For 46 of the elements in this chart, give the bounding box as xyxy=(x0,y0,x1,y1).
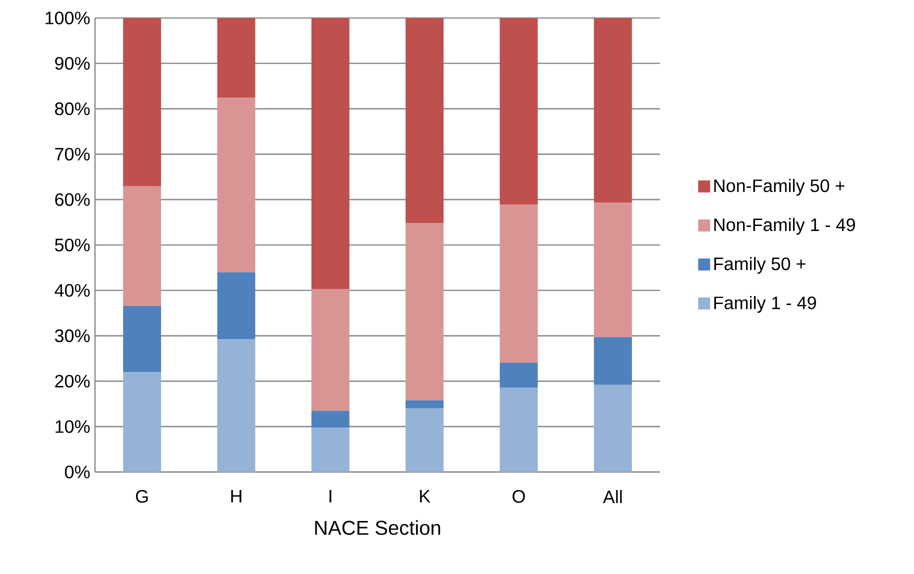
y-tick-label: 80% xyxy=(55,102,90,116)
bar xyxy=(217,97,256,272)
y-tick-label: 90% xyxy=(55,57,90,70)
y-tick-label: 30% xyxy=(54,329,90,342)
bar xyxy=(123,186,162,306)
y-tick-label: 0% xyxy=(64,466,90,478)
x-axis-title: NACE Section xyxy=(315,520,440,535)
bar xyxy=(311,427,350,472)
bar xyxy=(217,18,256,98)
x-tick-label: I xyxy=(330,490,332,502)
bar xyxy=(217,272,256,339)
x-tick-label: O xyxy=(512,490,525,503)
bar xyxy=(311,289,350,411)
bar xyxy=(500,362,538,388)
y-tick-label: 20% xyxy=(55,374,90,388)
bar xyxy=(123,306,162,372)
y-tick-label: 70% xyxy=(55,148,90,161)
bar xyxy=(406,400,444,408)
x-tick-label: K xyxy=(420,490,430,502)
bar xyxy=(123,18,162,186)
bar xyxy=(406,408,444,472)
legend-label: Non-Family 1 - 49 xyxy=(714,218,855,235)
bar xyxy=(594,337,632,385)
y-tick-label: 10% xyxy=(56,420,90,433)
bar xyxy=(500,204,538,363)
y-tick-label: 40% xyxy=(54,284,90,297)
legend-label: Non-Family 50 + xyxy=(714,178,844,196)
bar xyxy=(406,18,444,224)
bar xyxy=(500,388,538,472)
bar xyxy=(500,18,538,205)
x-tick-label: G xyxy=(136,490,148,503)
y-tick-label: 60% xyxy=(55,193,90,206)
bar xyxy=(217,338,256,472)
legend-label: Family 50 + xyxy=(714,256,806,274)
bar xyxy=(594,202,632,338)
y-tick-label: 50% xyxy=(54,238,90,252)
x-tick-label: All xyxy=(602,490,622,504)
bar xyxy=(123,372,162,472)
x-tick-label: H xyxy=(231,490,242,502)
y-tick-label: 100% xyxy=(46,12,90,24)
bar xyxy=(594,384,632,472)
bar xyxy=(594,18,632,203)
bar xyxy=(406,223,444,400)
bar xyxy=(311,18,350,290)
legend-label: Family 1 - 49 xyxy=(714,296,816,313)
bar xyxy=(311,410,350,428)
